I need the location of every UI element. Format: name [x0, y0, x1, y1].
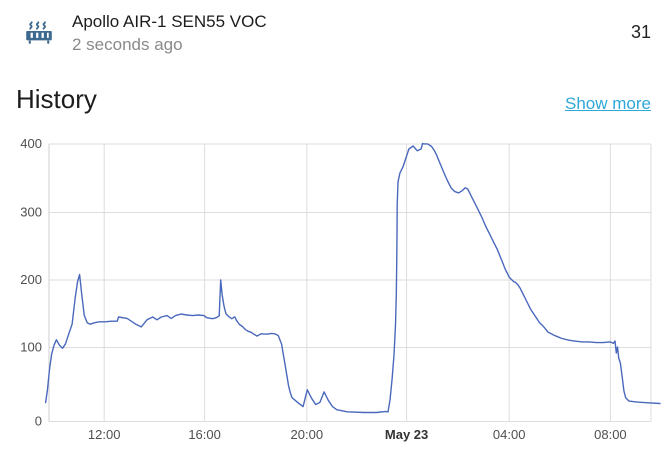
svg-text:400: 400 — [20, 136, 42, 151]
svg-text:0: 0 — [35, 414, 42, 429]
svg-text:200: 200 — [20, 272, 42, 287]
svg-text:20:00: 20:00 — [291, 427, 324, 442]
svg-text:16:00: 16:00 — [188, 427, 221, 442]
svg-text:08:00: 08:00 — [594, 427, 627, 442]
svg-text:12:00: 12:00 — [88, 427, 121, 442]
svg-text:100: 100 — [20, 340, 42, 355]
svg-text:May 23: May 23 — [385, 427, 428, 442]
svg-text:04:00: 04:00 — [493, 427, 526, 442]
svg-text:300: 300 — [20, 205, 42, 220]
